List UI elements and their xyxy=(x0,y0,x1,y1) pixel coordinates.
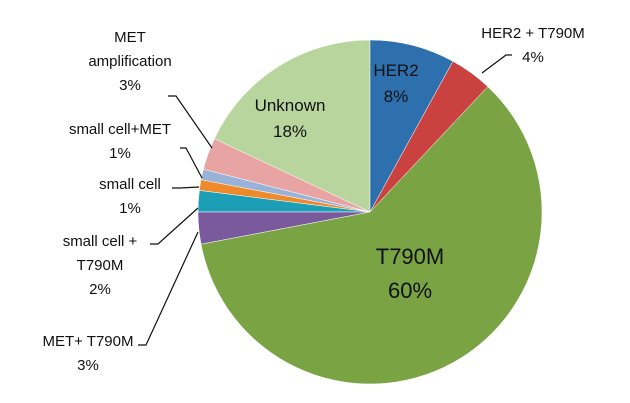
value-label: 8% xyxy=(383,87,409,107)
slice-label: HER2 xyxy=(373,61,419,80)
slice-label: Unknown xyxy=(254,96,326,115)
slice-label: small cell xyxy=(99,176,161,193)
slice-label: MET+ T790M xyxy=(42,333,134,350)
slice-label: T790M xyxy=(375,244,445,269)
leader-lines xyxy=(138,54,512,346)
pie-slice xyxy=(369,39,454,213)
value-label: 2% xyxy=(89,281,111,298)
value-label: 4% xyxy=(522,49,544,66)
slice-label: small cell + T790M xyxy=(62,233,138,274)
leader-line xyxy=(168,95,213,149)
leader-line xyxy=(481,54,512,74)
slice-label: HER2 + T790M xyxy=(481,25,585,42)
pie-slice xyxy=(214,39,371,213)
value-label: 1% xyxy=(109,145,131,162)
slice-label: MET amplification xyxy=(88,29,172,70)
leader-line xyxy=(172,186,200,189)
leader-line xyxy=(150,207,199,245)
slice-label: small cell+MET xyxy=(68,121,172,138)
value-label: 3% xyxy=(77,357,99,374)
leader-line xyxy=(138,231,199,346)
value-label: 1% xyxy=(119,200,141,217)
value-label: 3% xyxy=(119,77,141,94)
pie-slice xyxy=(200,86,543,385)
value-label: 18% xyxy=(272,122,308,142)
leader-line xyxy=(180,147,203,179)
value-label: 60% xyxy=(387,278,433,304)
